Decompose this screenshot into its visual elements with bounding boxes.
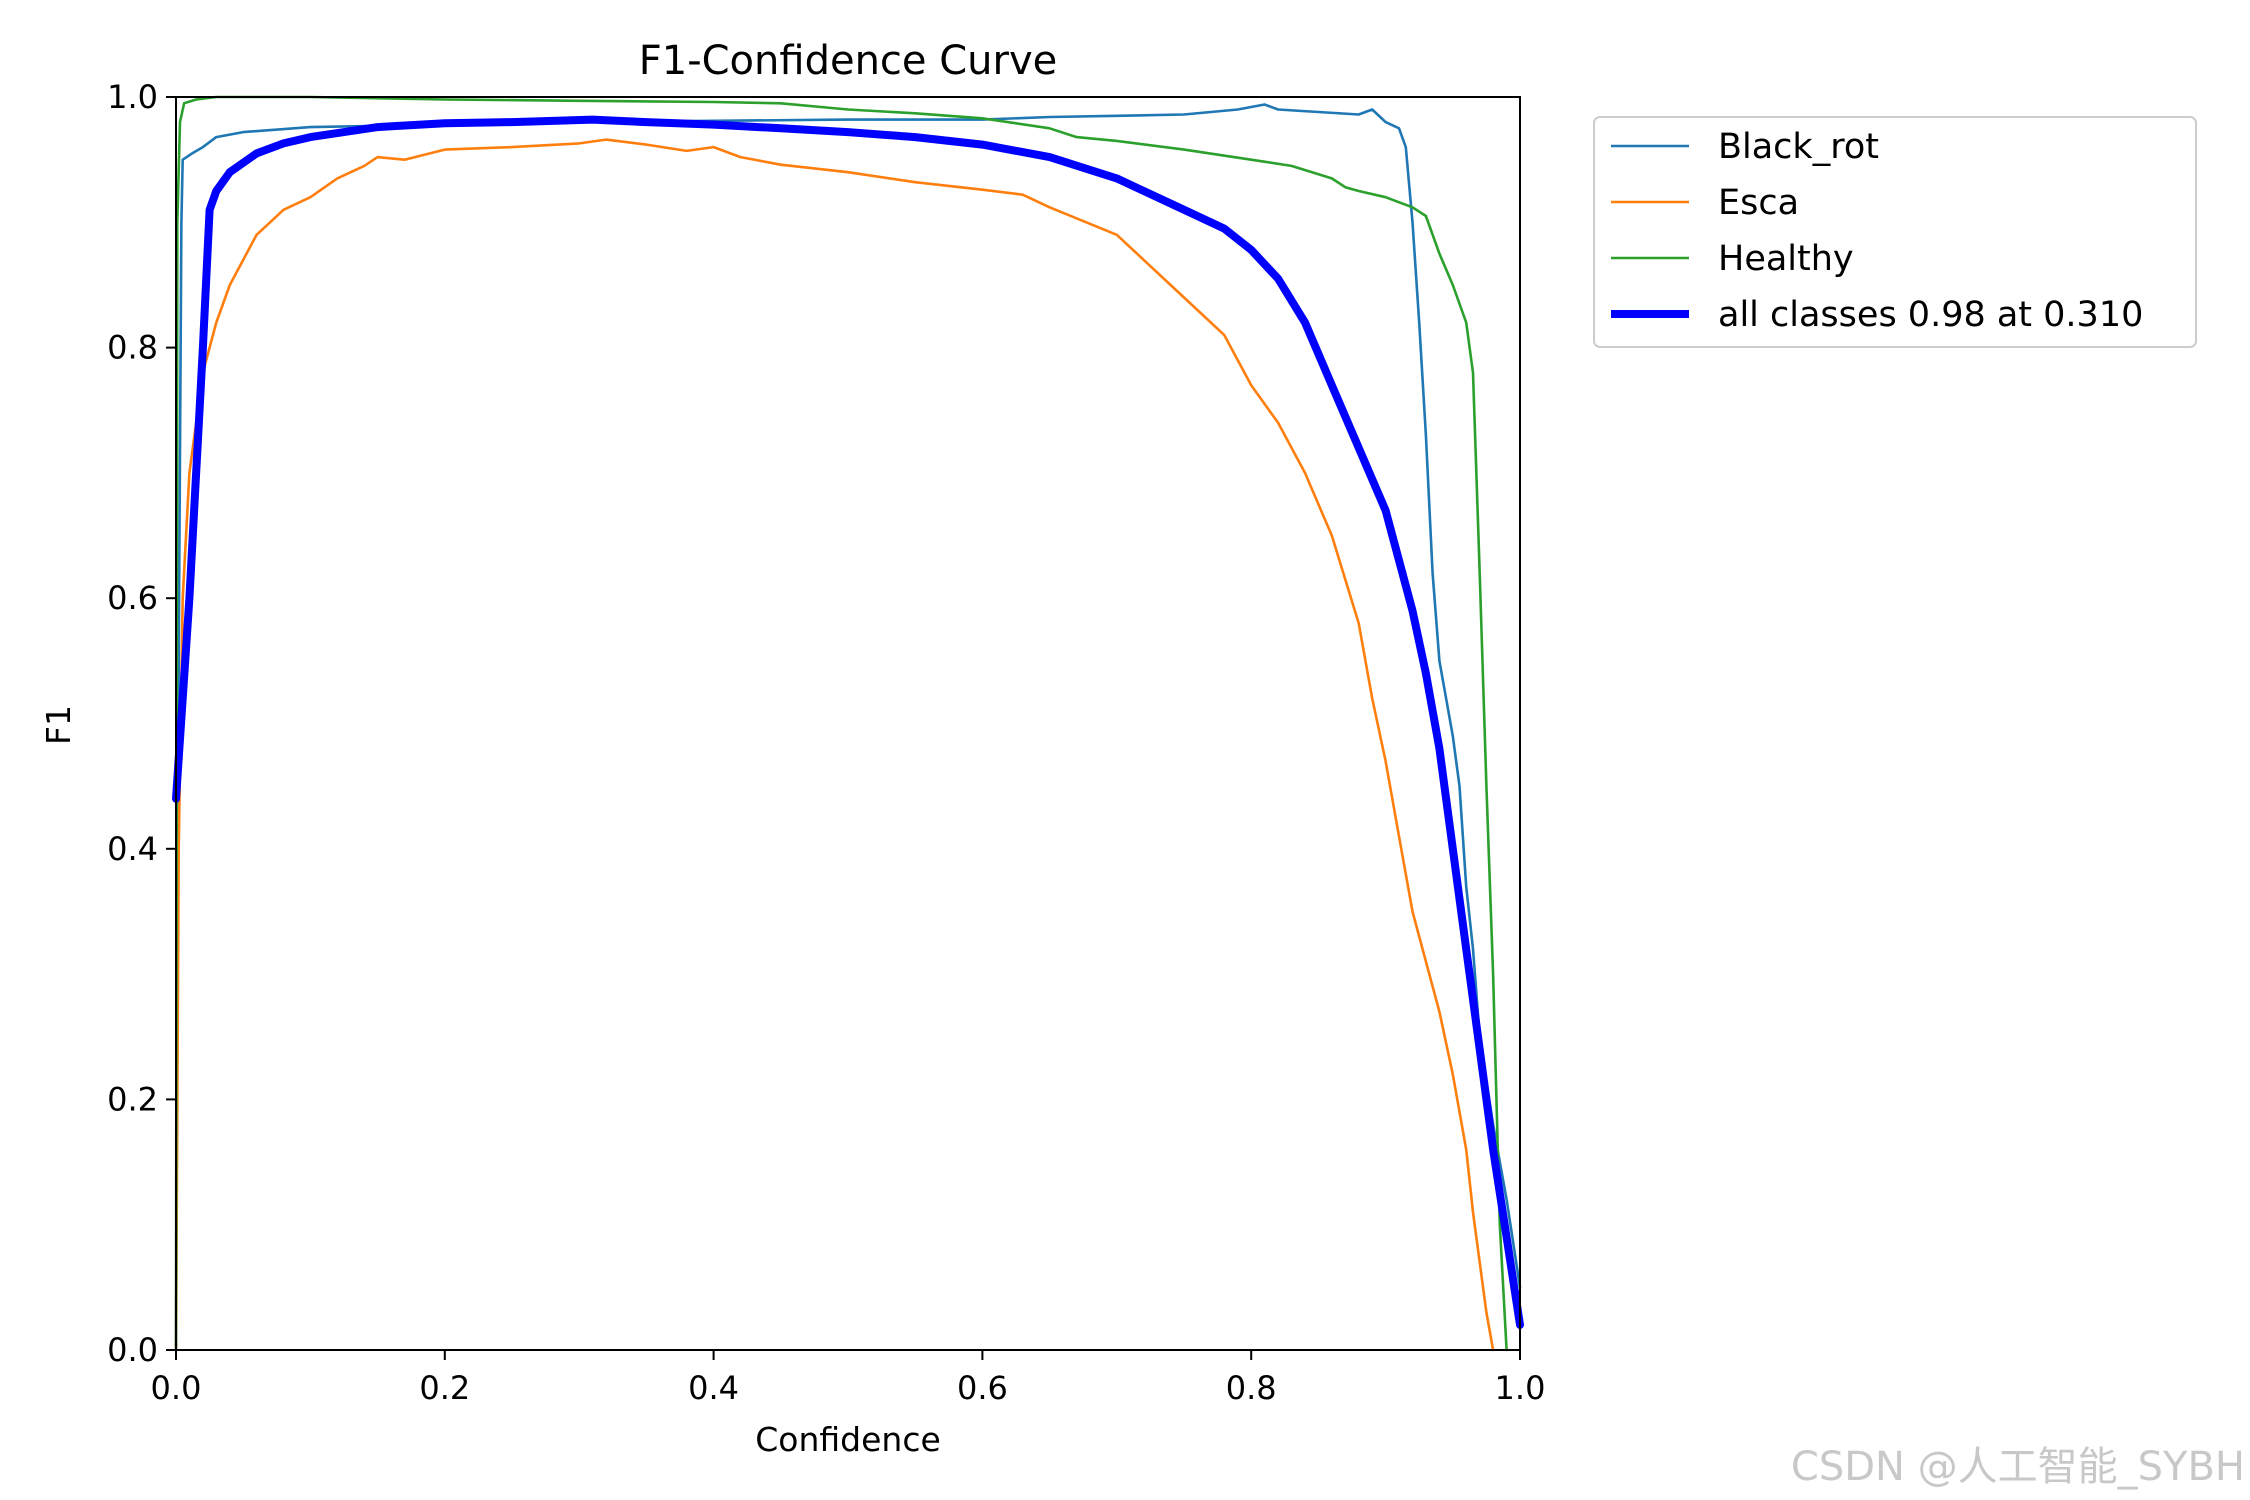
x-tick-label: 0.4	[688, 1369, 739, 1407]
y-tick-label: 1.0	[107, 78, 158, 116]
x-tick-label: 1.0	[1495, 1369, 1546, 1407]
series-line-esca	[174, 138, 1495, 1352]
plot-frame	[175, 96, 1521, 1351]
legend-label-all-classes-0-98-at-0-310: all classes 0.98 at 0.310	[1718, 295, 2143, 335]
series-line-all-classes-0-98-at-0-310	[172, 115, 1524, 1329]
y-axis-label: F1	[39, 705, 78, 745]
y-tick-label: 0.6	[107, 579, 158, 617]
y-tick-label: 0.4	[107, 830, 158, 868]
x-tick-label: 0.0	[151, 1369, 202, 1407]
y-tick-label: 0.2	[107, 1080, 158, 1118]
x-tick-label: 0.2	[419, 1369, 470, 1407]
series-line-black-rot	[174, 103, 1522, 1352]
y-axis-ticks: 0.0 0.2 0.4 0.6 0.8 1.0	[107, 78, 176, 1369]
x-tick-label: 0.6	[957, 1369, 1008, 1407]
x-tick-label: 0.8	[1226, 1369, 1277, 1407]
x-axis-ticks: 0.0 0.2 0.4 0.6 0.8 1.0	[151, 1350, 1546, 1407]
legend-label-esca: Esca	[1718, 183, 1799, 223]
watermark: CSDN @人工智能_SYBH	[1791, 1444, 2245, 1490]
y-tick-label: 0.0	[107, 1331, 158, 1369]
chart-title: F1-Confidence Curve	[639, 38, 1058, 84]
legend-label-black-rot: Black_rot	[1718, 127, 1879, 167]
legend-label-healthy: Healthy	[1718, 239, 1854, 279]
x-axis-label: Confidence	[755, 1420, 941, 1459]
legend-box	[1593, 116, 2197, 348]
legend: Black_rot Esca Healthy all classes 0.98 at …	[1593, 116, 2197, 348]
y-tick-label: 0.8	[107, 329, 158, 367]
